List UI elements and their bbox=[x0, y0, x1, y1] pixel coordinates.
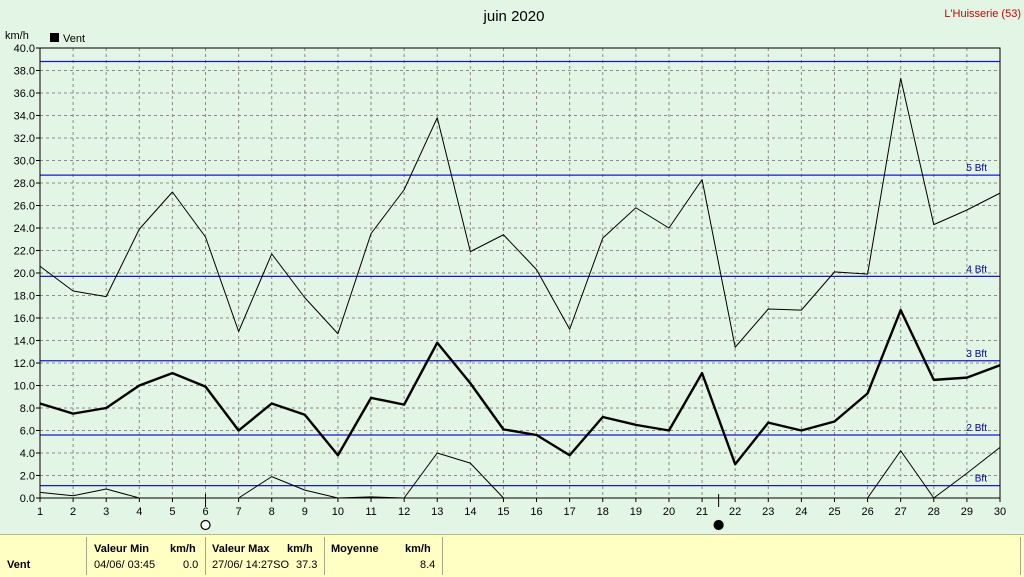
stats-avg-unit: km/h bbox=[405, 543, 431, 555]
x-tick-label: 2 bbox=[70, 506, 76, 518]
x-tick-label: 20 bbox=[663, 506, 675, 518]
beaufort-label: 3 Bft bbox=[966, 349, 987, 360]
y-tick-label: 2.0 bbox=[20, 471, 35, 483]
stats-divider bbox=[86, 537, 87, 575]
x-tick-label: 16 bbox=[530, 506, 542, 518]
x-tick-label: 14 bbox=[464, 506, 476, 518]
x-tick-label: 23 bbox=[762, 506, 774, 518]
x-tick-label: 12 bbox=[398, 506, 410, 518]
y-tick-label: 22.0 bbox=[14, 246, 35, 258]
series-line-mean bbox=[39, 308, 1001, 466]
x-tick-label: 13 bbox=[431, 506, 443, 518]
new-moon-icon bbox=[713, 519, 724, 531]
y-tick-label: 18.0 bbox=[14, 291, 35, 303]
stats-max-header: Valeur Max bbox=[212, 543, 270, 555]
beaufort-label: 5 Bft bbox=[966, 163, 987, 174]
y-tick-label: 8.0 bbox=[20, 403, 35, 415]
x-tick-label: 22 bbox=[729, 506, 741, 518]
y-tick-label: 40.0 bbox=[14, 43, 35, 55]
legend-swatch bbox=[50, 33, 59, 42]
x-tick-label: 17 bbox=[564, 506, 576, 518]
stats-divider bbox=[205, 537, 206, 575]
beaufort-label: Bft bbox=[975, 474, 987, 485]
stats-min-unit: km/h bbox=[170, 543, 196, 555]
full-moon-icon bbox=[200, 519, 211, 531]
y-axis-unit: km/h bbox=[5, 30, 29, 42]
x-tick-label: 21 bbox=[696, 506, 708, 518]
stats-divider bbox=[1020, 537, 1021, 575]
grid bbox=[40, 48, 1000, 498]
x-tick-label: 26 bbox=[861, 506, 873, 518]
station-name: L'Huisserie (53) bbox=[944, 8, 1021, 20]
y-tick-label: 16.0 bbox=[14, 313, 35, 325]
y-tick-label: 6.0 bbox=[20, 426, 35, 438]
x-tick-label: 9 bbox=[302, 506, 308, 518]
x-tick-label: 19 bbox=[630, 506, 642, 518]
x-tick-label: 10 bbox=[332, 506, 344, 518]
x-tick-label: 24 bbox=[795, 506, 807, 518]
x-tick-label: 6 bbox=[202, 506, 208, 518]
plot-frame bbox=[39, 47, 1001, 499]
y-tick-label: 28.0 bbox=[14, 178, 35, 190]
beaufort-label: 2 Bft bbox=[966, 423, 987, 434]
stats-divider bbox=[442, 537, 443, 575]
x-tick-label: 18 bbox=[597, 506, 609, 518]
x-tick-label: 25 bbox=[828, 506, 840, 518]
y-tick-label: 20.0 bbox=[14, 268, 35, 280]
y-tick-label: 24.0 bbox=[14, 223, 35, 235]
legend-label: Vent bbox=[63, 33, 85, 45]
y-tick-label: 34.0 bbox=[14, 111, 35, 123]
x-tick-label: 11 bbox=[365, 506, 376, 518]
x-tick-label: 15 bbox=[497, 506, 509, 518]
x-tick-label: 4 bbox=[136, 506, 142, 518]
axes: 0.0 2.0 4.0 6.0 8.0 10.0 12.0 14.0 16.0 18.0 20.0 2… bbox=[14, 43, 1007, 518]
y-tick-label: 30.0 bbox=[14, 156, 35, 168]
y-tick-label: 26.0 bbox=[14, 201, 35, 213]
stats-min-header: Valeur Min bbox=[94, 543, 150, 555]
beaufort-lines: Bft 2 Bft 3 Bft 4 Bft 5 Bft bbox=[40, 60, 1000, 487]
y-tick-label: 10.0 bbox=[14, 381, 35, 393]
y-tick-label: 0.0 bbox=[20, 493, 35, 505]
y-tick-label: 36.0 bbox=[14, 88, 35, 100]
stats-min-value: 0.0 bbox=[183, 559, 199, 571]
y-tick-label: 38.0 bbox=[14, 66, 35, 78]
x-tick-label: 29 bbox=[961, 506, 973, 518]
stats-min-date: 04/06/ 03:45 bbox=[94, 559, 156, 571]
stats-max-value: 37.3 bbox=[296, 559, 318, 571]
stats-row-label: Vent bbox=[7, 559, 31, 571]
x-tick-label: 7 bbox=[236, 506, 242, 518]
y-tick-label: 12.0 bbox=[14, 358, 35, 370]
y-tick-label: 14.0 bbox=[14, 336, 35, 348]
beaufort-label: 4 Bft bbox=[966, 264, 987, 275]
x-tick-label: 27 bbox=[895, 506, 907, 518]
x-tick-label: 28 bbox=[928, 506, 940, 518]
chart-title: juin 2020 bbox=[483, 8, 545, 25]
stats-max-unit: km/h bbox=[287, 543, 313, 555]
stats-max-date: 27/06/ 14:27SO bbox=[212, 559, 290, 571]
x-tick-label: 3 bbox=[103, 506, 109, 518]
y-tick-label: 4.0 bbox=[20, 448, 35, 460]
stats-avg-header: Moyenne bbox=[331, 543, 379, 555]
stats-avg-value: 8.4 bbox=[420, 559, 436, 571]
stats-divider bbox=[324, 537, 325, 575]
x-tick-label: 8 bbox=[269, 506, 275, 518]
y-tick-label: 32.0 bbox=[14, 133, 35, 145]
chart-area: juin 2020 L'Huisserie (53) km/h Vent Bft… bbox=[5, 8, 1021, 531]
series-line-max bbox=[39, 77, 1001, 348]
x-tick-label: 5 bbox=[169, 506, 175, 518]
stats-panel: Vent Valeur Min km/h 04/06/ 03:45 0.0 Va… bbox=[0, 534, 1024, 577]
x-tick-label: 30 bbox=[994, 506, 1006, 518]
x-tick-label: 1 bbox=[37, 506, 43, 518]
moon-markers bbox=[200, 494, 724, 531]
